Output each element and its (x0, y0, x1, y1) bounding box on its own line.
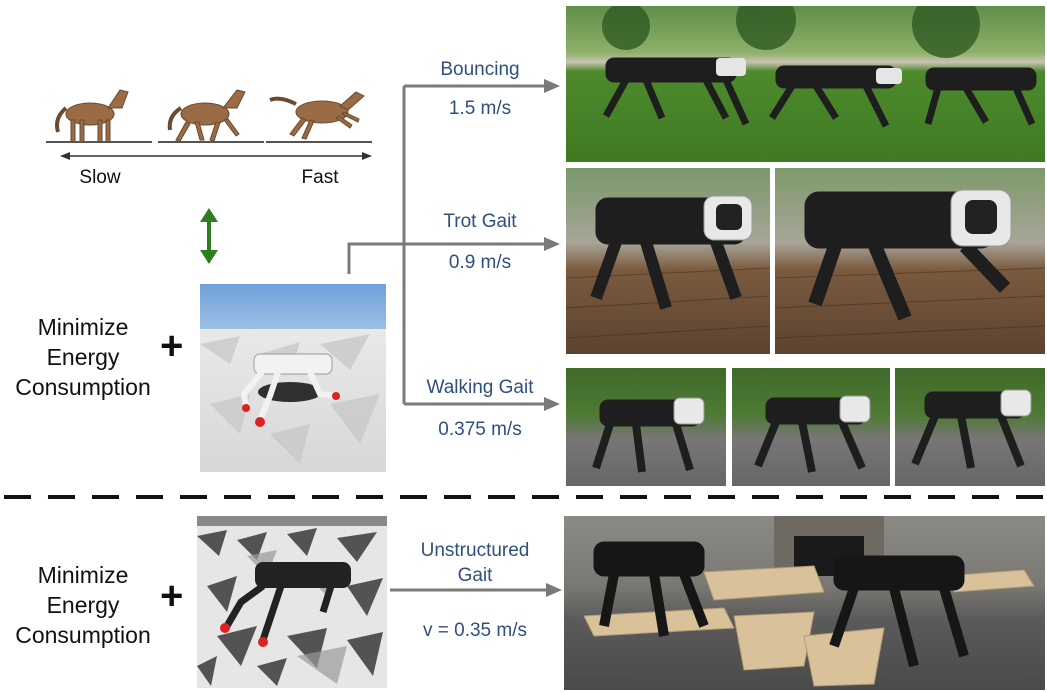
objective-text-top: Minimize Energy Consumption (15, 314, 151, 400)
simulation-terrain-image-bottom (197, 516, 387, 688)
gait-label-walking: Walking Gait (426, 377, 534, 398)
photo-walking-gait-2 (732, 368, 890, 486)
gait-speed-walking: 0.375 m/s (438, 419, 522, 440)
gait-speed-trot: 0.9 m/s (448, 252, 512, 273)
photo-walking-gait-1 (566, 368, 726, 486)
robot-photo-icon (602, 57, 1037, 128)
unstructured-label-line1: Unstructured (420, 540, 530, 561)
gait-label-trot: Trot Gait (443, 211, 517, 232)
speed-label-slow: Slow (79, 167, 121, 188)
plus-sign-top: + (160, 324, 184, 368)
photo-unstructured-gait (564, 516, 1045, 690)
speed-label-fast: Fast (301, 167, 339, 188)
photo-walking-gait-3 (895, 368, 1045, 486)
plus-sign-bottom: + (160, 574, 184, 618)
photo-trot-gait-2 (775, 168, 1045, 354)
gait-branch-arrows (347, 79, 560, 411)
robot-sim-icon (220, 562, 351, 647)
simulation-terrain-image-top (200, 284, 386, 472)
horse-gallop-icon (269, 91, 365, 140)
objective-text-bottom: Minimize Energy Consumption (15, 562, 151, 648)
photo-bouncing-gait (566, 6, 1045, 162)
gait-speed-bouncing: 1.5 m/s (448, 98, 512, 119)
section-divider (4, 495, 1043, 499)
gait-label-bouncing: Bouncing (440, 59, 520, 80)
horse-gait-illustration (46, 89, 372, 160)
unstructured-speed: v = 0.35 m/s (422, 620, 528, 641)
robot-sim-icon (240, 353, 340, 427)
equivalence-arrow-icon (200, 208, 218, 264)
photo-trot-gait-1 (566, 168, 770, 354)
horse-walk-icon (55, 89, 129, 143)
unstructured-label-line2: Gait (457, 565, 493, 586)
horse-trot-icon (167, 89, 246, 142)
unstructured-arrow (390, 583, 562, 597)
